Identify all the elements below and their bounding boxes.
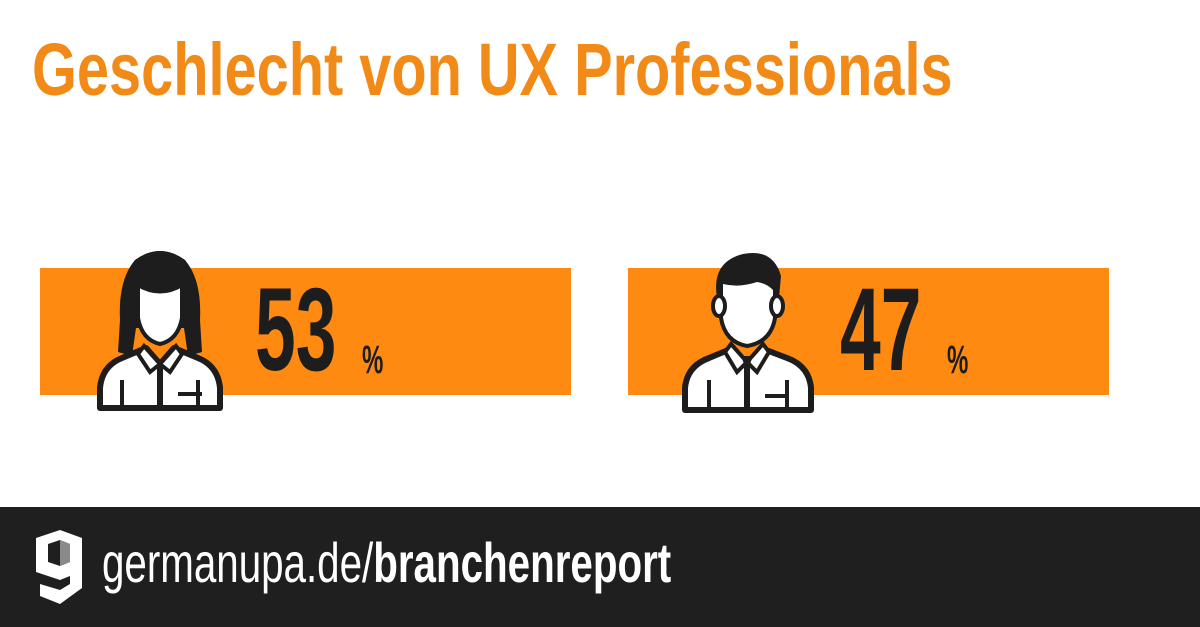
male-percent-sign: %	[947, 338, 969, 382]
footer-domain: germanupa.de/	[102, 531, 374, 594]
germanupa-logo-icon	[36, 530, 82, 604]
male-percentage: 47	[840, 264, 922, 396]
man-avatar-icon	[682, 252, 814, 413]
female-percent-sign: %	[362, 338, 384, 382]
woman-avatar-icon	[97, 251, 223, 411]
footer-bar	[0, 507, 1200, 627]
footer-link[interactable]: germanupa.de/branchenreport	[102, 528, 671, 598]
footer-path: branchenreport	[373, 531, 672, 594]
female-percentage: 53	[255, 264, 337, 396]
page-title: Geschlecht von UX Professionals	[32, 28, 953, 111]
